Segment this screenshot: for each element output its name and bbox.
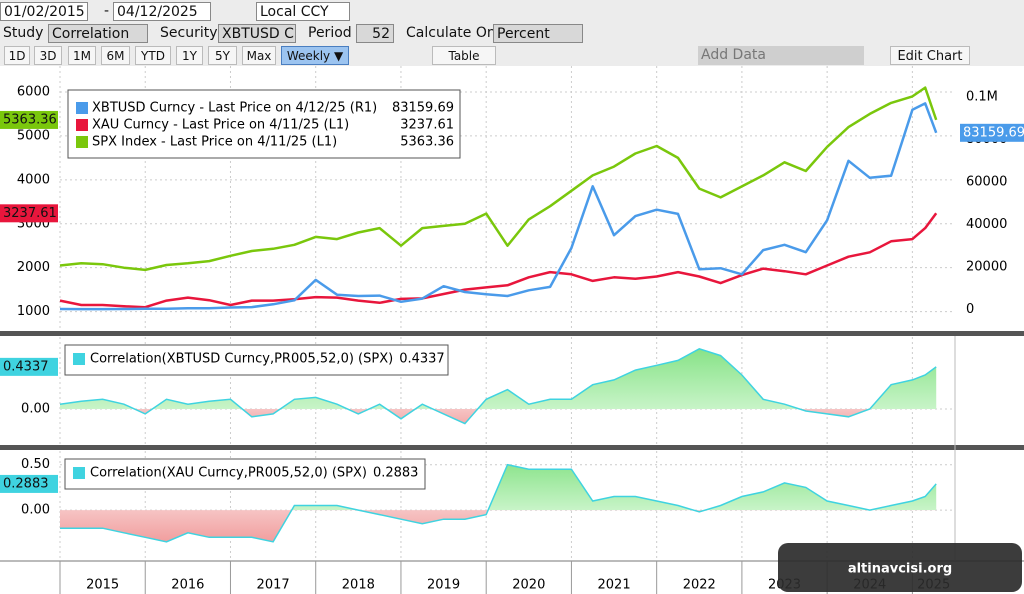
frequency[interactable]: Weekly ▼ (281, 46, 349, 65)
y2-tick-label: 0 (966, 302, 974, 317)
y-tick-label: 2000 (17, 260, 50, 275)
last-value-badge (0, 110, 58, 129)
panel-divider (0, 445, 1024, 450)
x-tick-label: 2021 (598, 578, 631, 593)
y2-tick-label: 0.1M (966, 90, 998, 105)
range-button[interactable]: 6M (101, 46, 130, 65)
range-button[interactable]: 1M (68, 46, 96, 65)
y2-tick-label: 60000 (966, 175, 1007, 190)
y-tick-label: 0.00 (21, 402, 50, 417)
range-button[interactable]: 1Y (176, 46, 203, 65)
watermark: altinavcisi.org (848, 562, 952, 577)
y-tick-label: 1000 (17, 304, 50, 319)
legend-label: XBTUSD Curncy - Last Price on 4/12/25 (R… (92, 101, 377, 116)
legend-value: 0.2883 (373, 466, 419, 481)
currency[interactable]: Local CCY (256, 2, 350, 21)
end-date[interactable]: 04/12/2025 (113, 2, 211, 21)
legend-swatch (76, 119, 88, 131)
price-line (59, 212, 938, 309)
panel-divider (0, 331, 1024, 336)
range-button[interactable]: YTD (135, 46, 171, 65)
last-value-label: 83159.69 (963, 125, 1024, 140)
range-button[interactable]: 3D (34, 46, 62, 65)
y-tick-label: 0.50 (21, 457, 50, 472)
price-line (59, 102, 938, 311)
toolbar: 01/02/2015 - 04/12/2025 Local CCY Study … (0, 0, 1024, 66)
x-tick-label: 2018 (342, 578, 375, 593)
last-value-label: 0.2883 (3, 476, 49, 491)
security[interactable]: XBTUSD Cu (218, 24, 296, 43)
range-button[interactable]: 1D (4, 46, 30, 65)
add-data[interactable]: Add Data (698, 46, 864, 65)
study[interactable]: Correlation (48, 24, 148, 43)
last-value-badge (0, 204, 58, 223)
price-line (59, 86, 938, 272)
legend-box (64, 344, 449, 376)
legend-label: Correlation(XAU Curncy,PR005,52,0) (SPX) (90, 466, 367, 481)
last-value-label: 3237.61 (3, 206, 57, 221)
period[interactable]: 52 (356, 24, 394, 43)
legend-label: SPX Index - Last Price on 4/11/25 (L1) (92, 135, 337, 150)
legend-label: Correlation(XBTUSD Curncy,PR005,52,0) (S… (90, 352, 393, 367)
range-button[interactable]: Max (242, 46, 276, 65)
period-label: Period (308, 25, 352, 41)
correlation-area (60, 464, 937, 542)
y2-tick-label: 20000 (966, 260, 1007, 275)
legend-swatch (76, 102, 88, 114)
correlation-area (60, 348, 937, 424)
date-separator: - (104, 3, 110, 19)
correlation-line (60, 463, 937, 543)
last-value-label: 0.4337 (3, 359, 49, 374)
legend-value: 5363.36 (400, 135, 454, 150)
table-button[interactable]: Table (432, 46, 496, 65)
legend-swatch (73, 353, 85, 365)
x-tick-label: 2017 (257, 578, 290, 593)
x-tick-label: 2022 (683, 578, 716, 593)
legend-swatch (76, 136, 88, 148)
range-button[interactable]: 5Y (208, 46, 237, 65)
last-value-label: 5363.36 (3, 112, 57, 127)
correlation-line (59, 347, 937, 425)
watermark-bg (778, 543, 1022, 592)
y-tick-label: 5000 (17, 128, 50, 143)
y-tick-label: 6000 (17, 84, 50, 99)
y-tick-label: 0.00 (21, 503, 50, 518)
start-date[interactable]: 01/02/2015 (0, 2, 88, 21)
study-label: Study (3, 25, 44, 41)
legend-swatch (73, 467, 85, 479)
y-tick-label: 4000 (17, 172, 50, 187)
edit-chart[interactable]: Edit Chart (890, 46, 970, 65)
legend-box (64, 458, 426, 490)
legend-label: XAU Curncy - Last Price on 4/11/25 (L1) (92, 118, 349, 133)
legend-value: 83159.69 (392, 101, 454, 116)
legend-value: 3237.61 (400, 118, 454, 133)
x-tick-label: 2015 (86, 578, 119, 593)
last-value-badge (0, 474, 58, 493)
x-tick-label: 2020 (512, 578, 545, 593)
legend-value: 0.4337 (399, 352, 445, 367)
x-tick-label: 2016 (171, 578, 204, 593)
y2-tick-label: 40000 (966, 217, 1007, 232)
x-tick-label: 2019 (427, 578, 460, 593)
calc[interactable]: Percent (493, 24, 583, 43)
last-value-badge (960, 123, 1024, 142)
calc-label: Calculate On (406, 25, 496, 41)
security-label: Security (160, 25, 218, 41)
last-value-badge (0, 357, 58, 376)
legend-box (67, 89, 461, 159)
